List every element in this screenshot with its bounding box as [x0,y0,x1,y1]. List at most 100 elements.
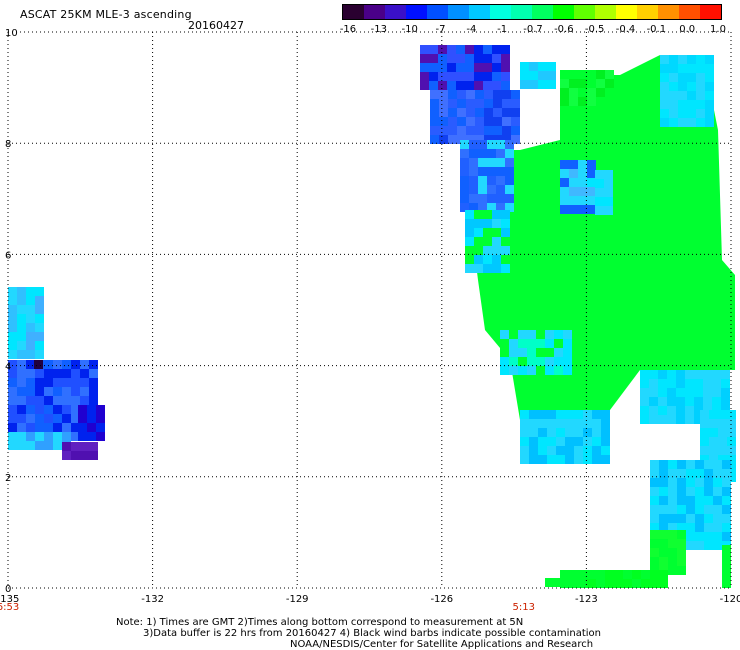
data-cell [62,387,71,396]
data-cell [71,369,80,378]
data-cell [660,100,669,109]
data-cell [547,419,556,428]
data-cell [62,414,71,423]
data-cell [487,176,496,185]
data-cell [569,70,578,79]
data-cell [505,158,514,167]
data-cell [35,287,44,296]
y-tick-label: 4 [5,362,11,373]
data-cell [709,419,718,428]
data-cell [511,99,520,108]
data-cell [677,523,686,532]
data-cell [447,54,456,63]
data-cell [96,423,105,432]
data-cell [520,428,529,437]
data-cell [62,442,71,451]
data-cell [601,428,610,437]
data-cell [547,62,556,71]
data-cell [605,79,614,88]
data-cell [687,82,696,91]
data-cell [722,532,731,541]
data-cell [659,570,668,579]
data-cell [592,446,601,455]
data-cell [475,126,484,135]
data-cell [475,90,484,99]
data-cell [89,451,98,460]
data-cell [35,378,44,387]
data-cell [587,205,596,214]
data-cell [35,314,44,323]
data-cell [649,370,658,379]
data-cell [595,197,604,206]
data-cell [492,210,501,219]
data-cell [700,446,709,455]
colorbar [342,4,722,20]
data-cell [569,205,578,214]
data-cell [439,99,448,108]
data-cell [496,194,505,203]
data-cell [678,91,687,100]
data-cell [578,79,587,88]
data-cell [703,397,712,406]
data-cell [640,415,649,424]
data-cell [696,82,705,91]
colorbar-labels: -16 -13 -10 -7 -4 -1 -0.7 -0.6 -0.5 -0.4 -0.1 0.0 1.… [340,24,726,38]
colorbar-swatch [490,5,511,19]
data-cell [658,370,667,379]
data-cell [80,369,89,378]
data-cell [536,366,545,375]
data-cell [604,170,613,179]
data-cell [700,410,709,419]
data-cell [650,496,659,505]
data-cell [478,176,487,185]
data-cell [430,126,439,135]
data-cell [501,210,510,219]
data-cell [614,570,623,579]
x-tick-label: -135 [0,594,19,605]
data-cell [35,323,44,332]
data-cell [578,178,587,187]
data-cell [565,419,574,428]
data-cell [676,397,685,406]
data-cell [587,79,596,88]
data-cell [493,126,502,135]
data-cell [536,339,545,348]
data-cell [569,178,578,187]
data-cell [695,496,704,505]
data-cell [8,378,17,387]
colorbar-label: -0.1 [646,24,667,35]
footer-credit: NOAA/NESDIS/Center for Satellite Applica… [290,639,594,650]
data-cell [578,160,587,169]
data-cell [547,80,556,89]
data-cell [587,70,596,79]
data-cell [17,314,26,323]
data-cell [704,541,713,550]
data-cell [17,441,26,450]
data-cell [721,370,730,379]
data-cell [696,91,705,100]
data-cell [17,387,26,396]
data-cell [71,414,80,423]
data-cell [650,579,659,588]
data-cell [53,396,62,405]
data-cell [569,187,578,196]
data-cell [659,478,668,487]
data-cell [8,441,17,450]
data-cell [722,460,731,469]
data-cell [722,545,731,588]
data-cell [474,63,483,72]
data-cell [678,64,687,73]
data-cell [89,396,98,405]
data-cell [676,406,685,415]
data-cell [456,81,465,90]
data-cell [565,455,574,464]
data-cell [26,332,35,341]
data-cell [703,379,712,388]
data-cell [686,460,695,469]
colorbar-label: -7 [435,24,446,35]
data-cell [17,396,26,405]
data-cell [71,451,80,460]
data-cell [712,388,721,397]
data-cell [660,109,669,118]
data-cell [704,487,713,496]
